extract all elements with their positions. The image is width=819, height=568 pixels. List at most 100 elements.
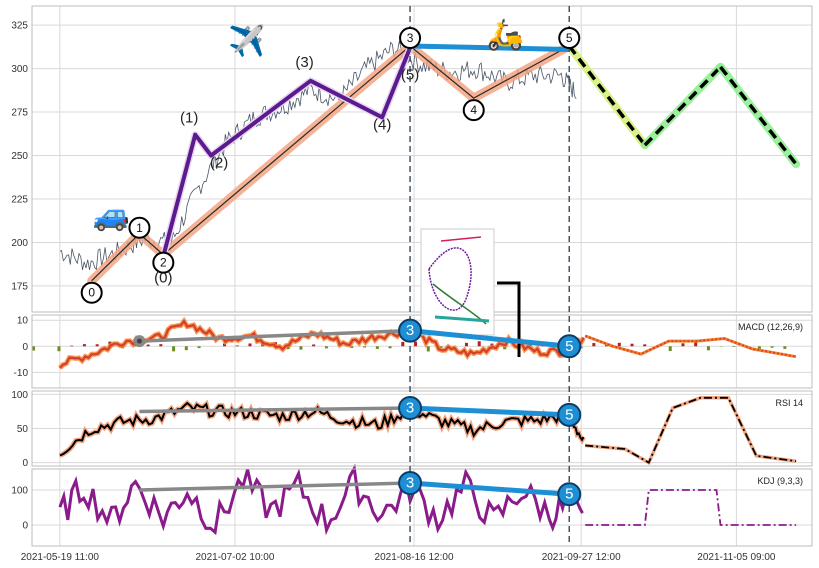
macd-histogram-bar bbox=[503, 346, 507, 350]
macd-histogram-bar bbox=[426, 346, 430, 352]
rsi-y-tick-label: 100 bbox=[11, 390, 28, 401]
macd-histogram-bar bbox=[82, 344, 86, 347]
rsi-projection-line bbox=[585, 396, 797, 464]
price-y-tick-label: 175 bbox=[11, 281, 28, 292]
plane-icon: ✈️ bbox=[228, 22, 265, 58]
macd-histogram-bar bbox=[617, 342, 621, 347]
price-y-tick-label: 250 bbox=[11, 151, 28, 162]
kdj-y-tick-label: 0 bbox=[22, 521, 28, 532]
macd-marker-label: 3 bbox=[406, 322, 414, 339]
macd-y-tick-label: 10 bbox=[17, 316, 29, 327]
wave-node-5 bbox=[558, 26, 581, 49]
macd-histogram-bar bbox=[70, 345, 74, 347]
inset-pink-line bbox=[440, 236, 482, 242]
price-y-tick-label: 300 bbox=[11, 64, 28, 75]
kdj-panel-label: KDJ (9,3,3) bbox=[757, 476, 803, 486]
wave-node-2 bbox=[152, 251, 175, 274]
x-tick-label: 2021-09-27 12:00 bbox=[542, 552, 621, 563]
minor-wave-label: (5) bbox=[401, 67, 419, 84]
rsi-marker-3 bbox=[398, 396, 423, 421]
kdj-marker-3 bbox=[398, 471, 423, 495]
kdj-projection-line bbox=[585, 489, 797, 526]
macd-grey-start-core bbox=[136, 338, 142, 344]
overlay-layer: 🚙 ✈️ 🛵 bbox=[80, 6, 582, 546]
macd-histogram-bar bbox=[363, 346, 367, 348]
price-y-tick-label: 200 bbox=[11, 238, 28, 249]
macd-blue-divergence bbox=[409, 328, 570, 349]
wave-node-label: 5 bbox=[566, 31, 573, 45]
macd-histogram-bar bbox=[414, 341, 418, 347]
macd-histogram-bar bbox=[757, 346, 761, 350]
wave-node-label: 4 bbox=[470, 103, 477, 117]
rsi-blue-divergence bbox=[409, 405, 570, 418]
inset-purple-loop bbox=[428, 247, 472, 311]
macd-histogram-bar bbox=[643, 344, 647, 347]
x-tick-label: 2021-07-02 10:00 bbox=[195, 552, 274, 563]
inset-connector bbox=[497, 281, 521, 357]
macd-histogram-bar bbox=[439, 346, 443, 349]
inset-teal-line bbox=[434, 315, 490, 323]
macd-histogram-bar bbox=[146, 344, 150, 347]
kdj-grey-divergence bbox=[139, 481, 411, 492]
macd-projection-line bbox=[584, 335, 797, 358]
macd-histogram-bar bbox=[770, 346, 774, 348]
macd-histogram-bar bbox=[732, 346, 736, 347]
macd-histogram-bar bbox=[681, 343, 685, 347]
macd-histogram-bar bbox=[388, 346, 392, 349]
macd-histogram-bar bbox=[299, 346, 303, 350]
macd-histogram-bar bbox=[197, 346, 201, 349]
x-tick-label: 2021-11-05 09:00 bbox=[697, 552, 776, 563]
x-tick-label: 2021-08-16 12:00 bbox=[375, 552, 454, 563]
macd-histogram-bar bbox=[783, 346, 787, 349]
macd-histogram-bar bbox=[401, 341, 405, 347]
kdj-marker-label: 5 bbox=[565, 486, 573, 503]
macd-histogram-bar bbox=[95, 344, 99, 347]
macd-panel-label: MACD (12,26,9) bbox=[738, 322, 803, 332]
projection-line bbox=[643, 65, 722, 147]
price-y-tick-label: 275 bbox=[11, 108, 28, 119]
macd-histogram-bar bbox=[630, 343, 634, 347]
macd-histogram-bar bbox=[477, 341, 481, 347]
minor-wave-label: (0) bbox=[154, 269, 172, 286]
macd-histogram-bar bbox=[235, 345, 239, 347]
rsi-panel-label: RSI 14 bbox=[775, 398, 803, 408]
macd-histogram-bar bbox=[464, 342, 468, 347]
minor-wave-label: (2) bbox=[210, 155, 228, 172]
text-layer: 175200225250275300325100-101005001000202… bbox=[11, 21, 803, 563]
wave-node-1 bbox=[128, 216, 151, 239]
macd-histogram-bar bbox=[248, 343, 252, 347]
macd-histogram-bar bbox=[592, 343, 596, 347]
kdj-marker-label: 3 bbox=[406, 475, 414, 492]
kdj-marker-5 bbox=[557, 482, 582, 507]
macd-y-tick-label: 0 bbox=[22, 342, 28, 353]
kdj-line bbox=[58, 463, 584, 536]
macd-histogram-bar bbox=[350, 346, 354, 348]
kdj-blue-divergence bbox=[409, 480, 570, 497]
wave-node-4 bbox=[462, 99, 485, 122]
rsi-y-tick-label: 50 bbox=[17, 424, 29, 435]
rsi-marker-label: 5 bbox=[565, 406, 573, 423]
macd-marker-5 bbox=[557, 334, 582, 359]
kdj-y-tick-label: 100 bbox=[11, 486, 28, 497]
rsi-panel-frame bbox=[31, 390, 813, 467]
wave-node-0 bbox=[80, 281, 103, 304]
rsi-marker-5 bbox=[557, 402, 582, 427]
macd-histogram-bar bbox=[324, 346, 328, 349]
macd-histogram-bar bbox=[159, 344, 163, 347]
wave-node-label: 2 bbox=[160, 256, 167, 270]
rsi-marker-label: 3 bbox=[406, 400, 414, 417]
scooter-icon: 🛵 bbox=[487, 17, 524, 52]
x-tick-label: 2021-05-19 11:00 bbox=[21, 552, 100, 563]
macd-histogram-bar bbox=[375, 346, 379, 349]
macd-histogram-bar bbox=[706, 346, 710, 351]
price-divergence-line bbox=[410, 43, 570, 52]
rsi-line bbox=[59, 401, 585, 457]
macd-grey-divergence bbox=[139, 328, 411, 343]
price-y-tick-label: 225 bbox=[11, 194, 28, 205]
macd-histogram-bar bbox=[312, 344, 316, 347]
macd-histogram-bar bbox=[172, 346, 176, 352]
minor-wave-label: (3) bbox=[295, 54, 313, 71]
minor-wave-label: (1) bbox=[180, 110, 198, 127]
wave-node-label: 3 bbox=[407, 31, 414, 45]
